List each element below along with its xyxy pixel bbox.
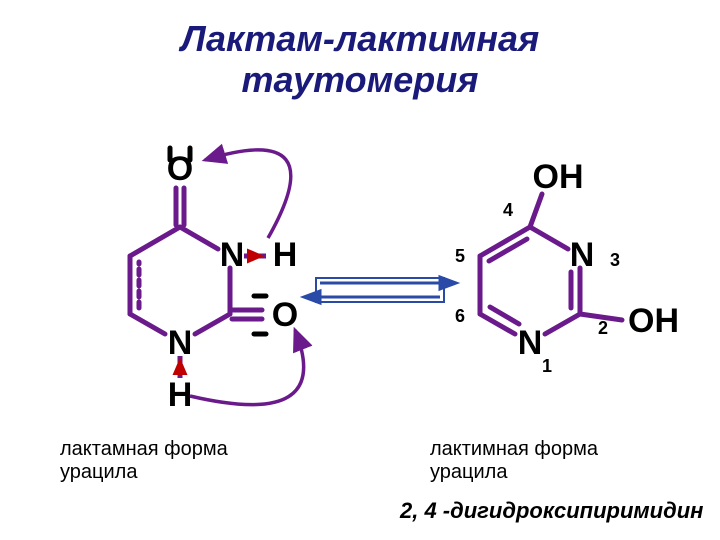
right-caption-1: лактимная форма <box>430 438 598 461</box>
left-caption: лактамная форма урацила <box>60 438 228 484</box>
left-caption-1: лактамная форма <box>60 438 228 461</box>
right-OH-r2: OH <box>628 302 679 340</box>
left-caption-2: урацила <box>60 461 228 484</box>
right-caption-2: урацила <box>430 461 598 484</box>
iupac-name: 2, 4 -дигидроксипиримидин <box>400 498 703 524</box>
right-caption: лактимная форма урацила <box>430 438 598 484</box>
